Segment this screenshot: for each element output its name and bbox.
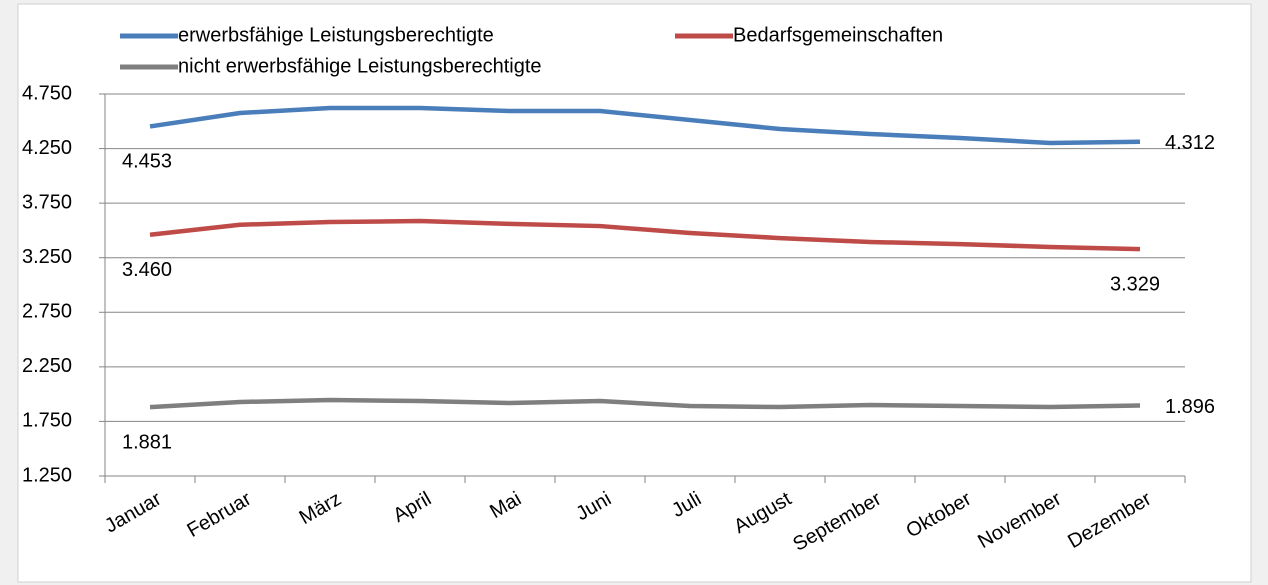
y-tick-label: 4.250 xyxy=(22,137,72,159)
series-line xyxy=(149,218,1141,252)
y-tick-label: 4.750 xyxy=(22,82,72,104)
y-tick-label: 2.750 xyxy=(22,301,72,323)
y-tick-label: 2.250 xyxy=(22,355,72,377)
legend-label: nicht erwerbsfähige Leistungsberechtigte xyxy=(178,55,542,77)
y-tick-label: 3.250 xyxy=(22,246,72,268)
data-label: 1.881 xyxy=(122,431,172,453)
y-tick-label: 3.750 xyxy=(22,191,72,213)
series-line xyxy=(149,105,1141,146)
data-label: 1.896 xyxy=(1165,396,1215,418)
chart-area xyxy=(17,3,1252,583)
legend-label: erwerbsfähige Leistungsberechtigte xyxy=(178,24,494,46)
legend-label: Bedarfsgemeinschaften xyxy=(733,24,943,46)
data-label: 3.329 xyxy=(1110,273,1160,295)
series-line xyxy=(149,397,1141,410)
data-label: 4.312 xyxy=(1165,132,1215,154)
data-label: 4.453 xyxy=(122,151,172,173)
data-label: 3.460 xyxy=(122,259,172,281)
y-tick-label: 1.750 xyxy=(22,410,72,432)
y-tick-label: 1.250 xyxy=(22,464,72,486)
